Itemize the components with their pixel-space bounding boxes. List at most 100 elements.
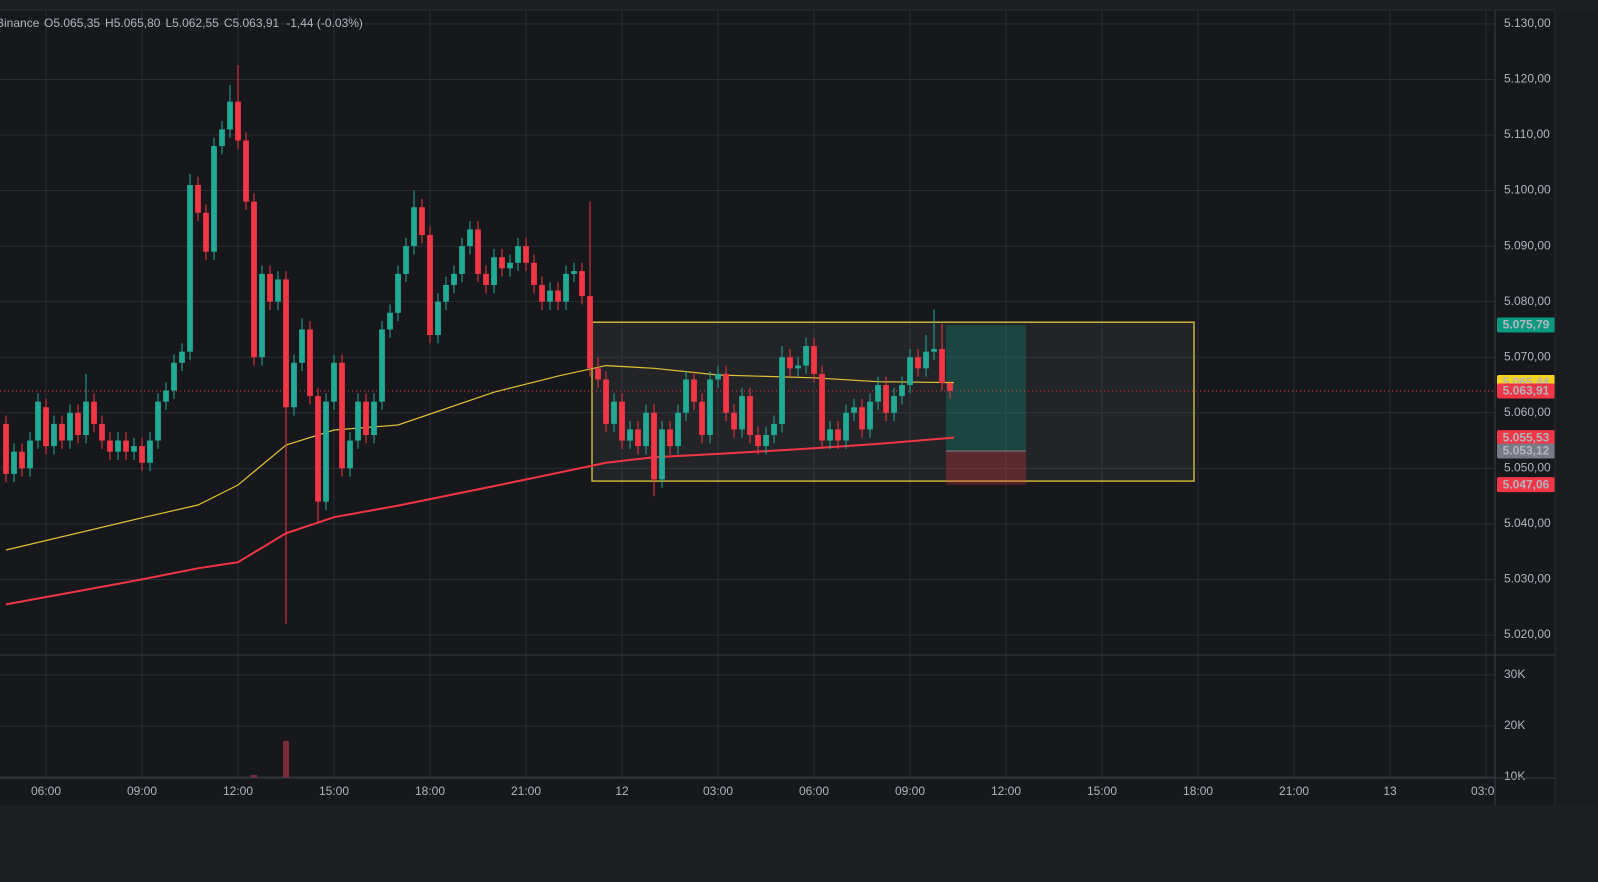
y-tick-label: 5.120,00 (1504, 72, 1551, 86)
ohlc-value: O5.065,35 (44, 16, 100, 30)
candle-body (427, 235, 433, 335)
candle-body (787, 357, 793, 369)
candle-body (771, 423, 777, 435)
candle-body (163, 390, 169, 402)
x-tick-label: 06:00 (31, 784, 61, 798)
y-tick-label: 5.100,00 (1504, 183, 1551, 197)
candle-body (571, 271, 577, 274)
candle-body (443, 285, 449, 302)
candle-body (195, 185, 201, 213)
candle-body (883, 385, 889, 413)
candle-body (723, 373, 729, 413)
candle-body (435, 301, 441, 335)
candle-body (603, 379, 609, 424)
candle-body (315, 396, 321, 502)
change-value: -1,44 (-0.03%) (286, 16, 363, 30)
candle-body (627, 429, 633, 441)
candle-body (3, 423, 9, 474)
take-profit-zone (946, 325, 1027, 451)
candle-body (667, 429, 673, 447)
candle-body (835, 429, 841, 441)
candle-body (227, 101, 233, 130)
ohlc-value: L5.062,55 (165, 16, 219, 30)
x-tick-label: 15:00 (1087, 784, 1117, 798)
candle-body (715, 373, 721, 380)
candle-body (355, 401, 361, 441)
candle-body (67, 412, 73, 441)
candle-body (75, 412, 81, 435)
y-tick-label: 5.070,00 (1504, 349, 1551, 363)
legend-header: Binance O5.065,35 H5.065,80 L5.062,55 C5.06… (0, 16, 363, 30)
candle-body (27, 440, 33, 469)
x-tick-label: 13 (1383, 784, 1397, 798)
candle-body (123, 440, 129, 452)
candle-body (139, 446, 145, 463)
candle-body (419, 207, 425, 235)
candle-body (531, 262, 537, 285)
candle-body (35, 401, 41, 441)
candle-body (203, 212, 209, 252)
x-tick-label: 21:00 (1279, 784, 1309, 798)
candle-body (635, 429, 641, 447)
x-tick-label: 12:00 (991, 784, 1021, 798)
chart-background (0, 10, 1555, 805)
candle-body (299, 329, 305, 363)
x-tick-label: 12:00 (223, 784, 253, 798)
candle-body (675, 412, 681, 447)
candle-body (411, 207, 417, 247)
candle-body (187, 185, 193, 352)
candle-body (555, 290, 561, 302)
x-tick-label: 12 (615, 784, 629, 798)
candle-body (587, 296, 593, 369)
candle-body (83, 401, 89, 435)
candle-body (707, 379, 713, 435)
candle-body (643, 412, 649, 447)
y-tick-label: 5.060,00 (1504, 405, 1551, 419)
candle-body (99, 423, 105, 441)
candle-body (891, 396, 897, 413)
candle-body (659, 429, 665, 480)
x-tick-label: 18:00 (1183, 784, 1213, 798)
y-tick-label: 30K (1504, 667, 1525, 681)
candle-body (547, 290, 553, 302)
candle-body (875, 385, 881, 402)
candle-body (211, 146, 217, 252)
candle-body (219, 129, 225, 147)
candle-body (363, 401, 369, 435)
candle-body (323, 401, 329, 502)
x-tick-label: 21:00 (511, 784, 541, 798)
candle-body (43, 407, 49, 447)
candle-body (691, 379, 697, 402)
y-tick-label: 5.130,00 (1504, 16, 1551, 30)
y-tick-label: 5.030,00 (1504, 572, 1551, 586)
candle-body (947, 383, 953, 392)
stop-loss-zone (946, 451, 1027, 485)
candle-body (155, 401, 161, 441)
candle-body (379, 329, 385, 402)
y-tick-label: 5.090,00 (1504, 238, 1551, 252)
candle-body (371, 401, 377, 435)
candle-body (107, 440, 113, 452)
price-label: 5.055,53 (1503, 430, 1550, 444)
price-label-box (1497, 443, 1555, 459)
candle-body (803, 346, 809, 366)
price-label: 5.075,79 (1503, 318, 1550, 332)
candle-body (331, 362, 337, 402)
candle-body (347, 440, 353, 469)
candle-body (171, 362, 177, 391)
candle-body (699, 401, 705, 435)
candle-body (739, 396, 745, 430)
candle-body (179, 351, 185, 363)
price-label: 5.053,12 (1503, 444, 1550, 458)
volume-bar (250, 774, 258, 778)
candle-body (683, 379, 689, 413)
x-tick-label: 06:00 (799, 784, 829, 798)
ohlc-value: H5.065,80 (105, 16, 161, 30)
candle-body (51, 423, 57, 447)
candle-body (731, 412, 737, 430)
candle-body (395, 273, 401, 313)
candle-body (483, 273, 489, 285)
candle-body (779, 357, 785, 424)
candle-body (563, 273, 569, 302)
x-tick-label: 03:00 (1471, 784, 1501, 798)
